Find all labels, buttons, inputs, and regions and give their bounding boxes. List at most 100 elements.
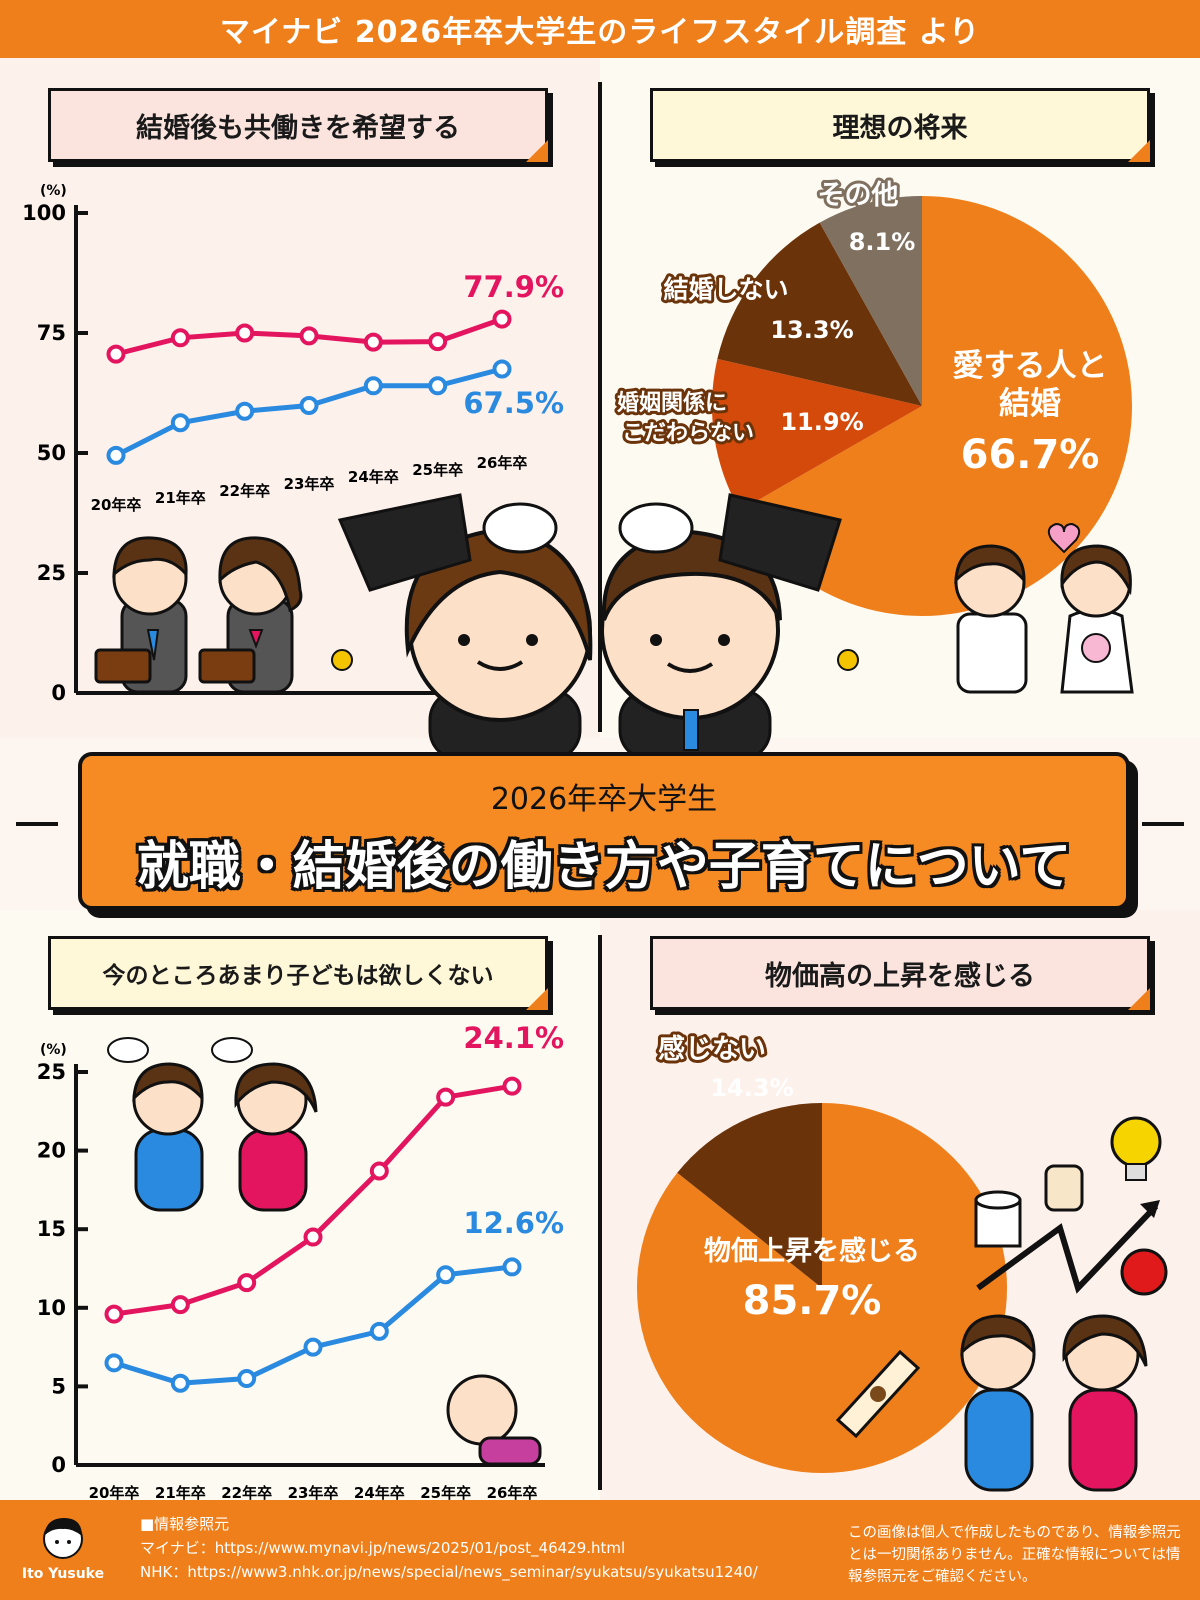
disclaimer: この画像は個人で作成したものであり、情報参照元とは一切関係ありません。正確な情報… [848, 1525, 1181, 1585]
data-point [237, 1369, 257, 1389]
data-point [104, 1304, 124, 1324]
y-tick-label: 100 [22, 201, 66, 225]
y-tick-label: 0 [51, 681, 66, 705]
slice-label: 物価上昇を感じる [704, 1235, 920, 1267]
data-point [436, 1087, 456, 1107]
series-end-label: 77.9% [463, 270, 564, 304]
banner-title: 就職・結婚後の働き方や子育てについて [136, 837, 1072, 897]
data-point [299, 326, 319, 346]
author-logo: Ito Yusuke [18, 1514, 108, 1582]
data-point [369, 1321, 389, 1341]
slice-label: 85.7% [743, 1278, 882, 1324]
data-point [104, 1353, 124, 1373]
x-tick-label: 21年卒 [155, 489, 206, 507]
y-tick-label: 5 [51, 1374, 66, 1398]
x-tick-label: 20年卒 [91, 496, 142, 514]
data-point [237, 1273, 257, 1293]
data-point [170, 413, 190, 433]
slice-label: こだわらない [622, 421, 754, 446]
x-tick-label: 21年卒 [155, 1484, 206, 1500]
panel-title-future: 理想の将来 [650, 88, 1150, 162]
x-tick-label: 23年卒 [288, 1484, 339, 1500]
y-tick-label: 0 [51, 1453, 66, 1477]
source-list: ■情報参照元 マイナビ：https://www.mynavi.jp/news/2… [140, 1512, 758, 1584]
data-point [235, 401, 255, 421]
data-point [492, 359, 512, 379]
author-avatar-icon [43, 1518, 83, 1559]
data-point [170, 1295, 190, 1315]
y-tick-label: 15 [37, 1217, 66, 1241]
data-point [303, 1227, 323, 1247]
prices-pie-chart: 物価上昇を感じる 85.7% 感じない 14.3% [637, 1030, 1007, 1473]
slice-label: 11.9% [780, 408, 863, 436]
slice-label: 結婚 [999, 386, 1061, 422]
pie-slice [712, 358, 922, 511]
data-point [170, 1373, 190, 1393]
series-end-label: 24.1% [463, 1021, 564, 1055]
vertical-divider [598, 82, 602, 732]
data-point [170, 328, 190, 348]
x-tick-label: 24年卒 [348, 468, 399, 486]
panel-title-children: 今のところあまり子どもは欲しくない [48, 936, 548, 1010]
x-tick-label: 26年卒 [487, 1484, 538, 1500]
y-axis-unit: (%) [40, 1042, 67, 1058]
series-end-label: 12.6% [463, 1206, 564, 1240]
page-title: マイナビ 2026年卒大学生のライフスタイル調査 より [0, 0, 1200, 58]
data-point [502, 1076, 522, 1096]
pie-slice [819, 196, 922, 406]
panel-title-dual-income: 結婚後も共働きを希望する [48, 88, 548, 162]
data-point [235, 323, 255, 343]
x-tick-label: 23年卒 [284, 475, 335, 493]
x-tick-label: 22年卒 [221, 1484, 272, 1500]
horizontal-divider [16, 822, 58, 826]
source-link-nhk[interactable]: NHK：https://www3.nhk.or.jp/news/special/… [140, 1563, 758, 1581]
slice-label: その他 [818, 180, 899, 211]
data-point [106, 344, 126, 364]
horizontal-divider [1142, 822, 1184, 826]
y-axis-unit: (%) [40, 183, 67, 199]
slice-label: 8.1% [849, 228, 916, 256]
data-point [299, 395, 319, 415]
slice-label: 感じない [658, 1033, 766, 1065]
panel-title-prices: 物価高の上昇を感じる [650, 936, 1150, 1010]
slice-label: 13.3% [770, 316, 853, 344]
y-tick-label: 75 [37, 321, 66, 345]
slice-label: 愛する人と [953, 348, 1108, 384]
data-point [363, 332, 383, 352]
slice-label: 婚姻関係に [617, 390, 727, 416]
y-tick-label: 25 [37, 1060, 66, 1084]
data-point [363, 376, 383, 396]
series-line [113, 1264, 513, 1386]
title-banner: 2026年卒大学生 就職・結婚後の働き方や子育てについて [78, 752, 1130, 910]
data-point [428, 332, 448, 352]
x-tick-label: 25年卒 [412, 461, 463, 479]
y-tick-label: 25 [37, 561, 66, 585]
pie-slice [717, 222, 922, 406]
x-tick-label: 22年卒 [219, 482, 270, 500]
x-tick-label: 25年卒 [420, 1484, 471, 1500]
data-point [303, 1337, 323, 1357]
banner-subtitle: 2026年卒大学生 [490, 782, 718, 817]
slice-label: 結婚しない [663, 275, 788, 304]
x-tick-label: 24年卒 [354, 1484, 405, 1500]
data-point [428, 376, 448, 396]
data-point [106, 445, 126, 465]
y-tick-label: 50 [37, 441, 66, 465]
data-point [502, 1257, 522, 1277]
dual-income-line-chart: (%) 0 25 50 75 100 20年卒 21年卒 22年卒 23年卒 24年卒 25年卒 26年… [22, 183, 564, 705]
x-tick-label: 26年卒 [477, 454, 528, 472]
data-point [492, 309, 512, 329]
author-name: Ito Yusuke [21, 1566, 105, 1582]
slice-label: 66.7% [961, 432, 1100, 478]
y-tick-label: 20 [37, 1139, 66, 1163]
data-point [436, 1265, 456, 1285]
pie-slice [677, 1103, 822, 1288]
children-line-chart: (%) 0 5 10 15 20 25 20年卒 21年卒 22年卒 23年卒 24年卒 25年卒 26年… [37, 1021, 564, 1500]
slice-label: 14.3% [710, 1074, 793, 1102]
vertical-divider [598, 935, 602, 1490]
source-link-mynavi[interactable]: マイナビ：https://www.mynavi.jp/news/2025/01/… [140, 1539, 626, 1557]
source-heading: ■情報参照元 [140, 1515, 230, 1533]
series-end-label: 67.5% [463, 386, 564, 420]
y-tick-label: 10 [37, 1296, 66, 1320]
